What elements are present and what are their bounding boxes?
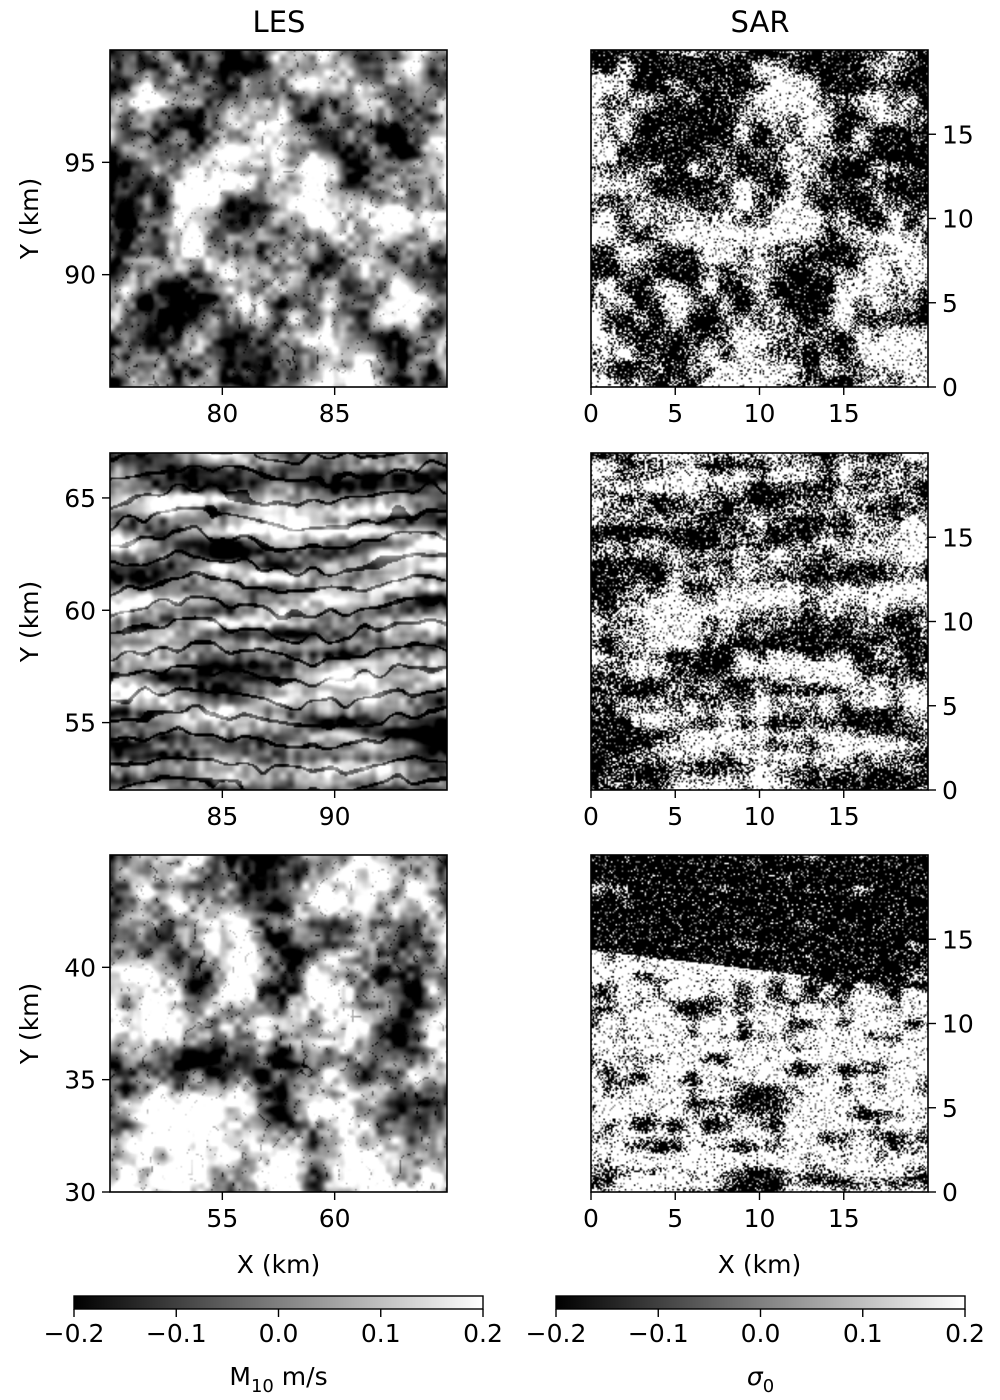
- colorbar-tick-label: −0.2: [44, 1319, 105, 1348]
- panel-les-row1: 80 85 90 95 Y (km): [15, 49, 448, 428]
- y-tick-label: 10: [942, 1010, 974, 1039]
- axes-frame: [109, 452, 448, 791]
- y-tick-label: 30: [64, 1178, 96, 1207]
- x-tick-label: 10: [744, 1204, 776, 1233]
- colorbar-label-subscript: 10: [251, 1376, 274, 1397]
- colorbar-label: M10 m/s: [229, 1362, 327, 1397]
- x-tick-label: 5: [667, 1204, 683, 1233]
- x-tick-label: 90: [319, 802, 351, 831]
- colorbar-label-subscript: 0: [763, 1376, 774, 1397]
- colorbar-gradient: [74, 1296, 483, 1309]
- panel-les-row3: 55 60 30 35 40 Y (km) X (km): [15, 854, 448, 1279]
- colorbar-tick-label: 0.1: [843, 1319, 883, 1348]
- colorbar-tick-label: −0.1: [628, 1319, 689, 1348]
- y-axis-label: Y (km): [15, 178, 44, 261]
- colorbar-label-units: m/s: [274, 1362, 328, 1391]
- x-tick-label: 10: [744, 802, 776, 831]
- heatmap-image: [110, 453, 447, 790]
- y-tick-label: 60: [64, 596, 96, 625]
- x-tick-label: 0: [583, 399, 599, 428]
- colorbar-label-main: M: [229, 1362, 251, 1391]
- panel-sar-row1: 0 5 10 15 0 5 10 15: [583, 49, 974, 428]
- panel-les-row2: 85 90 55 60 65 Y (km): [15, 452, 448, 831]
- x-tick-label: 85: [206, 802, 238, 831]
- heatmap-image: [591, 855, 928, 1192]
- heatmap-image: [591, 453, 928, 790]
- colorbar-tick-label: 0.0: [741, 1319, 781, 1348]
- x-tick-label: 15: [828, 1204, 860, 1233]
- y-axis-label: Y (km): [15, 983, 44, 1066]
- x-tick-label: 5: [667, 802, 683, 831]
- colorbar-tick-label: −0.1: [146, 1319, 207, 1348]
- y-tick-label: 40: [64, 953, 96, 982]
- y-tick-label: 0: [942, 776, 958, 805]
- y-tick-label: 5: [942, 1094, 958, 1123]
- y-tick-label: 0: [942, 1178, 958, 1207]
- colorbar-tick-label: 0.0: [259, 1319, 299, 1348]
- x-axis-label: X (km): [237, 1250, 320, 1279]
- y-tick-label: 5: [942, 289, 958, 318]
- panel-sar-row3: 0 5 10 15 0 5 10 15 X (km): [583, 854, 974, 1279]
- x-axis-label: X (km): [718, 1250, 801, 1279]
- les-column-title: LES: [253, 5, 306, 39]
- x-tick-label: 80: [206, 399, 238, 428]
- y-tick-label: 90: [64, 261, 96, 290]
- colorbar-label-main: σ: [747, 1362, 764, 1391]
- y-axis-label: Y (km): [15, 581, 44, 664]
- axes-frame: [109, 49, 448, 388]
- colorbar-tick-label: 0.1: [361, 1319, 401, 1348]
- colorbar-tick-label: −0.2: [526, 1319, 587, 1348]
- colorbar-tick-label: 0.2: [463, 1319, 503, 1348]
- x-tick-label: 0: [583, 802, 599, 831]
- x-tick-label: 15: [828, 399, 860, 428]
- colorbar-label: σ0: [747, 1362, 774, 1397]
- axes-frame: [109, 854, 448, 1193]
- x-tick-label: 15: [828, 802, 860, 831]
- x-tick-label: 5: [667, 399, 683, 428]
- colorbar-group: −0.2 −0.1 0.0 0.1 0.2 M10 m/s −0.2 −0.1 0.0 0.1 0.…: [44, 1295, 985, 1397]
- x-tick-label: 10: [744, 399, 776, 428]
- y-tick-label: 5: [942, 692, 958, 721]
- x-tick-label: 0: [583, 1204, 599, 1233]
- colorbar-gradient: [556, 1296, 965, 1309]
- x-tick-label: 55: [206, 1204, 238, 1233]
- y-tick-label: 15: [942, 523, 974, 552]
- y-tick-label: 15: [942, 120, 974, 149]
- x-tick-label: 85: [319, 399, 351, 428]
- x-tick-label: 60: [319, 1204, 351, 1233]
- y-tick-label: 0: [942, 373, 958, 402]
- y-tick-label: 65: [64, 484, 96, 513]
- heatmap-image: [591, 50, 928, 387]
- y-tick-label: 55: [64, 709, 96, 738]
- heatmap-image: [110, 855, 447, 1192]
- y-tick-label: 15: [942, 925, 974, 954]
- panel-sar-row2: 0 5 10 15 0 5 10 15: [583, 452, 974, 831]
- colorbar-les: −0.2 −0.1 0.0 0.1 0.2 M10 m/s: [44, 1295, 503, 1397]
- sar-column-title: SAR: [731, 5, 790, 39]
- colorbar-tick-label: 0.2: [945, 1319, 985, 1348]
- heatmap-image: [110, 50, 447, 387]
- colorbar-sar: −0.2 −0.1 0.0 0.1 0.2 σ0: [526, 1295, 985, 1397]
- y-tick-label: 35: [64, 1066, 96, 1095]
- y-tick-label: 95: [64, 148, 96, 177]
- y-tick-label: 10: [942, 205, 974, 234]
- y-tick-label: 10: [942, 608, 974, 637]
